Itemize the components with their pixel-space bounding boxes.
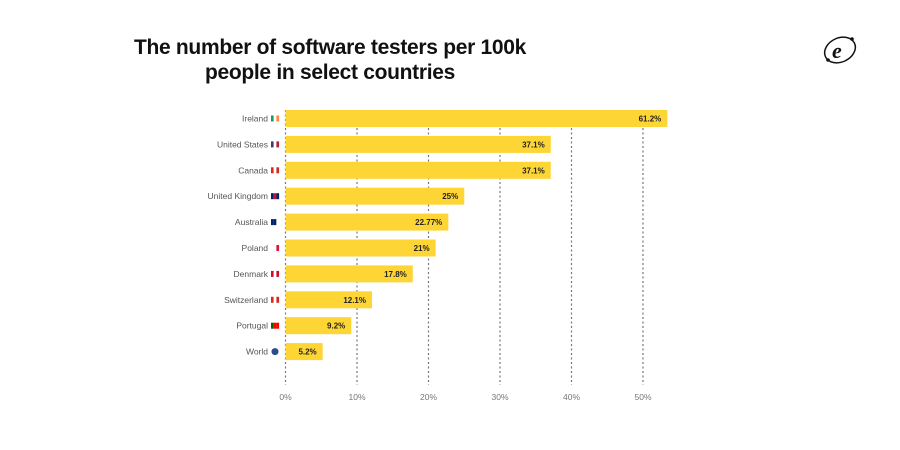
bar-value-label: 5.2% [298, 348, 316, 357]
x-tick-label: 50% [634, 392, 651, 402]
category-label: United States [217, 139, 268, 149]
category-label: Ireland [242, 114, 268, 124]
brand-logo-icon: e [823, 36, 857, 64]
bar-value-label: 37.1% [522, 140, 545, 149]
bar [285, 265, 413, 283]
category-label: Switzerland [224, 295, 268, 305]
bar-value-label: 22.77% [415, 218, 442, 227]
bar [285, 291, 373, 309]
portugal-flag-icon [271, 322, 280, 329]
canada-flag-icon [271, 167, 280, 174]
bar [285, 187, 465, 205]
bar [285, 110, 668, 127]
chart-title: The number of software testers per 100k … [133, 36, 527, 84]
ireland-flag-icon [271, 115, 280, 122]
globe-icon [271, 348, 279, 356]
x-tick-label: 10% [348, 392, 365, 402]
bar [285, 161, 551, 179]
category-label: Canada [238, 165, 268, 175]
denmark-flag-icon [271, 270, 280, 277]
category-label: Australia [235, 217, 268, 227]
bar [285, 239, 436, 257]
x-tick-label: 40% [563, 392, 580, 402]
category-label: World [246, 347, 268, 357]
bar-value-label: 21% [414, 244, 430, 253]
category-label: Poland [242, 243, 269, 253]
x-tick-label: 20% [420, 392, 437, 402]
bar-value-label: 9.2% [327, 322, 345, 331]
bar-value-label: 17.8% [384, 270, 407, 279]
x-tick-label: 30% [491, 392, 508, 402]
bar [285, 135, 551, 153]
x-tick-label: 0% [279, 392, 292, 402]
bar-value-label: 37.1% [522, 166, 545, 175]
bar [285, 317, 352, 335]
switzerland-flag-icon [271, 296, 280, 303]
uk-flag-icon [271, 193, 280, 200]
category-label: United Kingdom [208, 191, 268, 201]
bar [285, 343, 323, 361]
us-flag-icon [271, 141, 280, 148]
svg-text:e: e [832, 38, 842, 63]
category-label: Denmark [234, 269, 269, 279]
poland-flag-icon [271, 245, 280, 251]
bar-value-label: 61.2% [639, 115, 662, 124]
australia-flag-icon [271, 219, 280, 226]
bar-value-label: 25% [442, 192, 458, 201]
bar-value-label: 12.1% [343, 296, 366, 305]
bar [285, 213, 449, 231]
category-label: Portugal [236, 321, 268, 331]
